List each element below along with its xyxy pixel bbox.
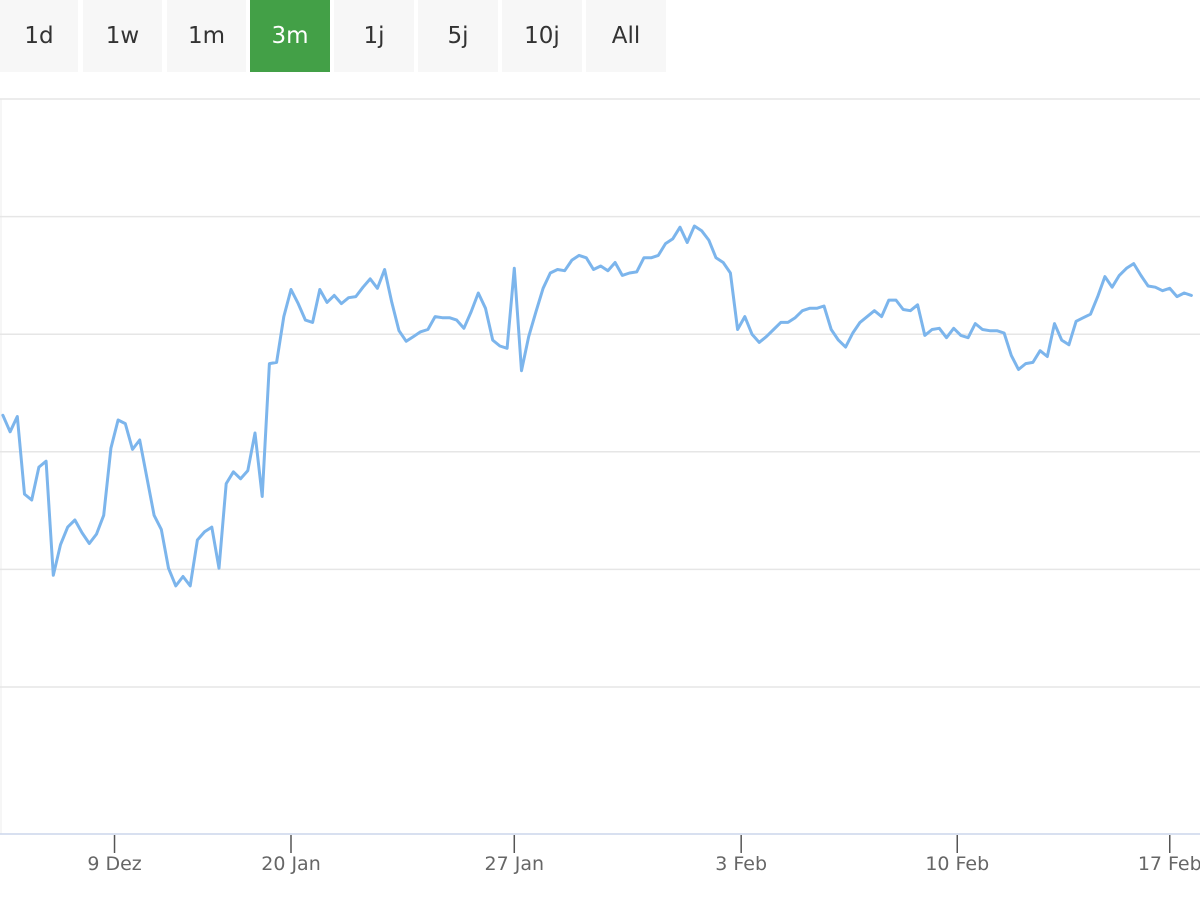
range-button[interactable]: 1j <box>334 0 414 72</box>
x-tick-label: 20 Jan <box>261 853 321 875</box>
range-button[interactable]: 1m <box>167 0 246 72</box>
price-line <box>1 224 1193 588</box>
range-button[interactable]: 5j <box>418 0 498 72</box>
x-tick-label: 3 Feb <box>715 853 767 875</box>
range-button[interactable]: 10j <box>502 0 582 72</box>
range-button[interactable]: 3m <box>250 0 330 72</box>
range-button[interactable]: 1d <box>0 0 78 72</box>
range-button[interactable]: 1w <box>83 0 162 72</box>
x-tick-label: 17 Feb <box>1138 853 1200 875</box>
x-tick-label: 27 Jan <box>485 853 545 875</box>
x-tick-label: 9 Dez <box>87 853 141 875</box>
range-button[interactable]: All <box>586 0 666 72</box>
x-tick-label: 10 Feb <box>925 853 989 875</box>
